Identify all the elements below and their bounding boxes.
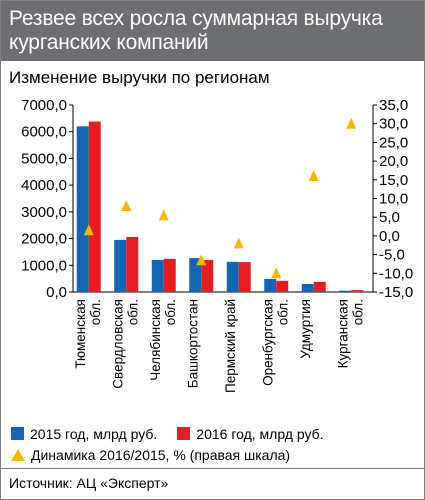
chart-title: Резвее всех росла суммарная выручка кург… — [9, 7, 383, 54]
bar-2016 — [88, 121, 101, 292]
dynamics-marker — [233, 237, 244, 249]
category-label: Челябинская — [148, 299, 163, 381]
category-label: Курганская — [335, 299, 350, 368]
dynamics-marker — [346, 117, 357, 129]
dynamics-marker — [271, 267, 282, 279]
category-label: Пермский край — [223, 299, 238, 393]
right-tick-label: -15,0 — [379, 284, 413, 301]
right-tick-label: 30,0 — [379, 116, 408, 133]
category-label: Оренбургская — [260, 299, 275, 386]
category-label: Тюменская — [73, 299, 88, 369]
category-label: обл. — [275, 299, 290, 325]
chart-subtitle: Изменение выручки по регионам — [9, 68, 270, 87]
right-tick-label: 5,0 — [379, 209, 400, 226]
legend-swatch-2015 — [11, 427, 24, 440]
category-label: Удмуртия — [298, 299, 313, 359]
bar-2016 — [238, 262, 251, 292]
left-tick-label: 7000,0 — [21, 97, 67, 114]
bar-2015 — [301, 283, 314, 292]
legend: 2015 год, млрд руб. 2016 год, млрд руб. … — [11, 423, 324, 465]
left-tick-label: 5000,0 — [21, 150, 67, 167]
bar-2016 — [126, 236, 139, 292]
bar-2016 — [351, 290, 364, 292]
right-tick-label: 35,0 — [379, 97, 408, 114]
left-tick-label: 6000,0 — [21, 124, 67, 141]
bar-2016 — [163, 258, 176, 292]
left-tick-label: 3000,0 — [21, 204, 67, 221]
legend-swatch-2016 — [177, 427, 191, 440]
left-tick-label: 4000,0 — [21, 177, 67, 194]
category-label: Башкортостан — [185, 299, 200, 388]
bar-2015 — [339, 290, 352, 292]
left-tick-label: 0,0 — [46, 284, 67, 301]
category-label: обл. — [125, 299, 140, 325]
category-label: Свердловская — [110, 299, 125, 389]
bar-2015 — [76, 126, 89, 292]
bar-2016 — [276, 280, 289, 292]
right-tick-label: -10,0 — [379, 265, 413, 282]
legend-triangle-marker — [11, 448, 25, 461]
bar-2016 — [201, 259, 214, 292]
left-tick-label: 2000,0 — [21, 231, 67, 248]
dynamics-marker — [121, 199, 132, 211]
right-tick-label: 10,0 — [379, 191, 408, 208]
category-label: обл. — [163, 299, 178, 325]
right-tick-label: -5,0 — [379, 247, 405, 264]
bar-2015 — [151, 259, 164, 292]
chart-plot: 0,0 1000,0 2000,0 3000,0 4000,0 5000,0 6000,0 7… — [21, 97, 413, 393]
category-label: обл. — [88, 299, 103, 325]
bar-2016 — [313, 281, 326, 292]
legend-row-bars: 2015 год, млрд руб. 2016 год, млрд руб. — [11, 423, 324, 444]
dynamics-marker — [158, 209, 169, 221]
bar-2015 — [226, 261, 239, 292]
header-banner: Резвее всех росла суммарная выручка кург… — [1, 1, 424, 61]
dynamics-marker — [196, 254, 207, 266]
dynamics-marker — [308, 170, 319, 182]
bar-2015 — [114, 239, 127, 292]
category-label: обл. — [350, 299, 365, 325]
dynamics-marker — [83, 224, 94, 236]
left-tick-label: 1000,0 — [21, 257, 67, 274]
right-tick-label: 20,0 — [379, 153, 408, 170]
right-tick-label: 0,0 — [379, 228, 400, 245]
bar-2015 — [189, 258, 202, 292]
right-tick-label: 15,0 — [379, 172, 408, 189]
right-tick-label: 25,0 — [379, 134, 408, 151]
legend-label-2015: 2015 год, млрд руб. — [30, 425, 158, 442]
legend-label-2016: 2016 год, млрд руб. — [196, 425, 324, 442]
bar-2015 — [264, 278, 277, 292]
legend-row-dynamics: Динамика 2016/2015, % (правая шкала) — [11, 444, 324, 465]
source-note: Источник: АЦ «Эксперт» — [9, 475, 169, 491]
legend-label-dynamics: Динамика 2016/2015, % (правая шкала) — [31, 446, 291, 463]
divider — [1, 468, 424, 469]
